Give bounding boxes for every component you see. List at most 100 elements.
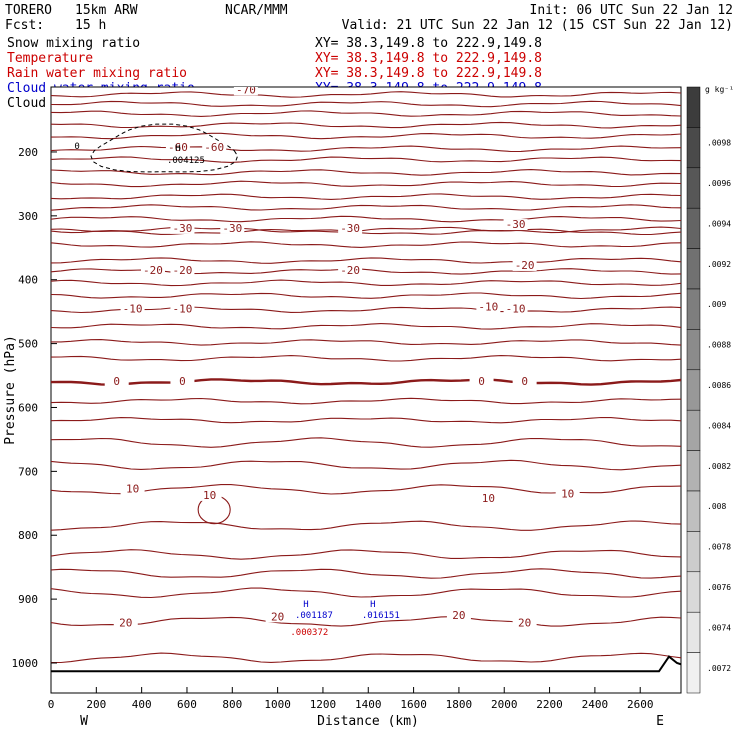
cloud-water-max-value: .016151 xyxy=(362,611,400,621)
colorbar-tick-label: .0084 xyxy=(707,421,731,430)
isotherm-label: -20 xyxy=(173,264,193,277)
colorbar-units: g kg⁻¹ xyxy=(705,85,734,94)
colorbar-tick-label: .0082 xyxy=(707,462,731,471)
x-tick-label: 1400 xyxy=(355,698,382,711)
isotherm-line xyxy=(51,520,681,531)
isotherm-line xyxy=(51,397,681,405)
cloud-ice-label: 0 xyxy=(74,142,79,152)
isotherm-label-bg xyxy=(503,219,528,231)
colorbar-tick-label: .0076 xyxy=(707,583,731,592)
isotherm-label: -30 xyxy=(506,218,526,231)
isotherm-label-bg xyxy=(338,222,363,234)
isotherm-line xyxy=(51,549,681,560)
isotherm-line xyxy=(51,323,681,330)
y-tick-label: 600 xyxy=(18,401,38,414)
colorbar-tick-label: .008 xyxy=(707,502,726,511)
isotherm-label: 10 xyxy=(126,483,139,496)
y-tick-label: 900 xyxy=(18,593,38,606)
field-name: Snow mixing ratio xyxy=(7,36,140,51)
isotherm-label: -60 xyxy=(204,141,224,154)
axes: 0 200 400 600 800 1000 1200 1400 1600 1800 2000 220… xyxy=(12,146,654,711)
isotherm-label-bg xyxy=(120,303,145,315)
isotherm-line xyxy=(51,91,681,98)
y-tick-label: 700 xyxy=(18,465,38,478)
isotherm-line xyxy=(51,132,681,140)
y-axis-title: Pressure (hPa) xyxy=(3,335,18,445)
isotherm-label-bg xyxy=(338,265,363,277)
x-tick-label: 800 xyxy=(222,698,242,711)
isotherm-label: -60 xyxy=(168,141,188,154)
isotherm-line xyxy=(51,652,681,664)
x-tick-label: 400 xyxy=(132,698,152,711)
field-xy: XY= 38.3,149.8 to 222.9,149.8 xyxy=(315,66,542,81)
forecast-hour: 15 h xyxy=(75,18,106,33)
x-tick-label: 2200 xyxy=(536,698,563,711)
colorbar-tick-label: .0098 xyxy=(707,139,731,148)
isotherm-label-bg xyxy=(113,617,138,629)
forecast-label: Fcst: xyxy=(5,18,44,33)
snow-max-value: .004125 xyxy=(167,156,205,166)
isotherm-label: -20 xyxy=(515,259,535,272)
cloud-water-max-symbol: H xyxy=(303,600,308,610)
field-xy: XY= 38.3,149.8 to 222.9,149.8 xyxy=(315,36,542,51)
colorbar-swatch xyxy=(686,288,701,330)
isotherm-label: -10 xyxy=(478,300,498,313)
isotherm-line xyxy=(51,339,681,346)
isotherm-line xyxy=(51,110,681,117)
isotherm-line xyxy=(51,228,681,236)
colorbar-swatch xyxy=(686,207,701,249)
colorbar-swatch xyxy=(686,531,701,573)
colorbar-tick-label: .0086 xyxy=(707,381,731,390)
field-xy: XY= 38.3,149.8 to 222.9,149.8 xyxy=(315,51,542,66)
isotherm-line xyxy=(51,459,681,471)
isotherm-label: -10 xyxy=(173,302,193,315)
field-name: Rain water mixing ratio xyxy=(7,66,187,81)
x-tick-label: 1000 xyxy=(264,698,291,711)
isotherm-label-bg xyxy=(170,376,195,388)
isotherm-label: -10 xyxy=(123,302,143,315)
x-tick-label: 200 xyxy=(86,698,106,711)
isotherm-line xyxy=(51,226,681,234)
y-tick-label: 800 xyxy=(18,529,38,542)
isotherm-label-bg xyxy=(512,259,537,271)
x-axis-title: Distance (km) xyxy=(317,714,419,729)
y-tick-label: 500 xyxy=(18,338,38,351)
isotherm-label: 20 xyxy=(518,617,531,630)
isotherm-label: -70 xyxy=(236,83,256,96)
isotherm-line xyxy=(51,616,681,627)
colorbar-swatch xyxy=(686,409,701,451)
isotherm-label: 0 xyxy=(179,375,186,388)
center-name: NCAR/MMM xyxy=(225,3,288,18)
isotherm-label-bg xyxy=(220,222,245,234)
isotherm-label: 10 xyxy=(203,489,216,502)
isotherm-label-bg xyxy=(503,303,528,315)
colorbar-tick-label: .0088 xyxy=(707,341,731,350)
isotherm-label: 0 xyxy=(113,375,120,388)
plot-layer: -70-60 -60-30 -30 -30 -30-20 -20 -20 -20-10 -10-… xyxy=(51,83,681,673)
colorbar-tick-label: .0096 xyxy=(707,179,731,188)
isotherm-line xyxy=(51,292,681,300)
snow-max-symbol: H xyxy=(175,144,180,154)
isotherm-line xyxy=(51,279,681,287)
colorbar-swatch xyxy=(686,369,701,411)
isotherm-label-bg xyxy=(469,376,494,388)
x-tick-label: 1200 xyxy=(310,698,337,711)
isotherm-label: -30 xyxy=(173,222,193,235)
colorbar-tick-label: .0072 xyxy=(707,664,731,673)
isotherm-line xyxy=(51,587,681,599)
isotherm-line xyxy=(51,355,681,362)
isotherm-label: 10 xyxy=(482,492,495,505)
colorbar-swatch xyxy=(686,127,701,169)
isotherm-label-bg xyxy=(197,489,222,501)
x-tick-label: 2000 xyxy=(491,698,518,711)
colorbar-swatch xyxy=(686,329,701,371)
isotherm-label: -20 xyxy=(340,264,360,277)
model-name: TORERO xyxy=(5,3,52,18)
terrain-line xyxy=(51,655,681,673)
isotherm-line xyxy=(51,193,681,200)
isotherm-line xyxy=(51,156,681,163)
isotherm-line xyxy=(51,145,681,153)
colorbar-tick-label: .0078 xyxy=(707,543,731,552)
colorbar-tick-label: .009 xyxy=(707,300,726,309)
